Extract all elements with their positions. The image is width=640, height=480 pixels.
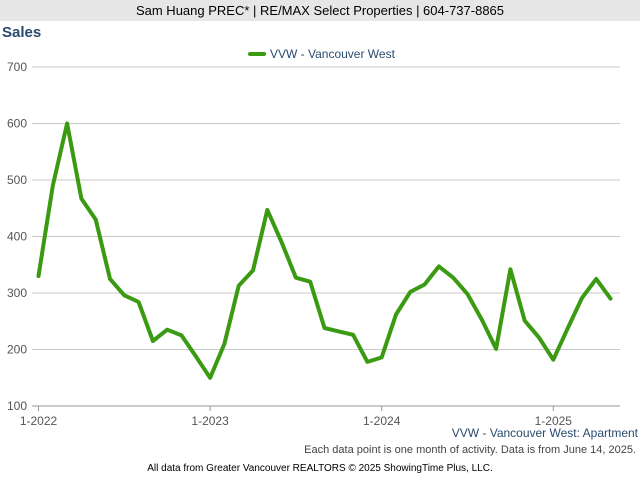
grid-lines — [32, 66, 620, 407]
data-note: Each data point is one month of activity… — [304, 444, 636, 456]
series-line — [36, 121, 613, 380]
y-tick-label: 700 — [7, 60, 27, 74]
y-tick-label: 600 — [7, 117, 27, 131]
series-layer — [36, 121, 613, 380]
y-tick-label: 400 — [7, 230, 27, 244]
legend[interactable]: VVW - Vancouver West — [248, 47, 396, 61]
x-tick-label: 1-2025 — [535, 414, 573, 428]
x-tick-label: 1-2024 — [363, 414, 401, 428]
chart-caption: VVW - Vancouver West: Apartment — [451, 426, 638, 440]
x-tick-label: 1-2022 — [20, 414, 58, 428]
header-bar: Sam Huang PREC* | RE/MAX Select Properti… — [0, 0, 640, 21]
y-tick-label: 500 — [7, 173, 27, 187]
y-axis-ticks: 100 200 300 400 500 600 700 — [7, 60, 27, 413]
legend-label: VVW - Vancouver West — [270, 47, 396, 61]
x-tick-label: 1-2023 — [191, 414, 229, 428]
footer-credit: All data from Greater Vancouver REALTORS… — [147, 463, 493, 474]
x-axis-ticks: 1-2022 1-2023 1-2024 1-2025 — [20, 406, 572, 428]
y-tick-label: 300 — [7, 286, 27, 300]
y-tick-label: 200 — [7, 343, 27, 357]
y-tick-label: 100 — [7, 399, 27, 413]
header-text: Sam Huang PREC* | RE/MAX Select Properti… — [135, 3, 505, 18]
chart-title: Sales — [2, 24, 42, 41]
